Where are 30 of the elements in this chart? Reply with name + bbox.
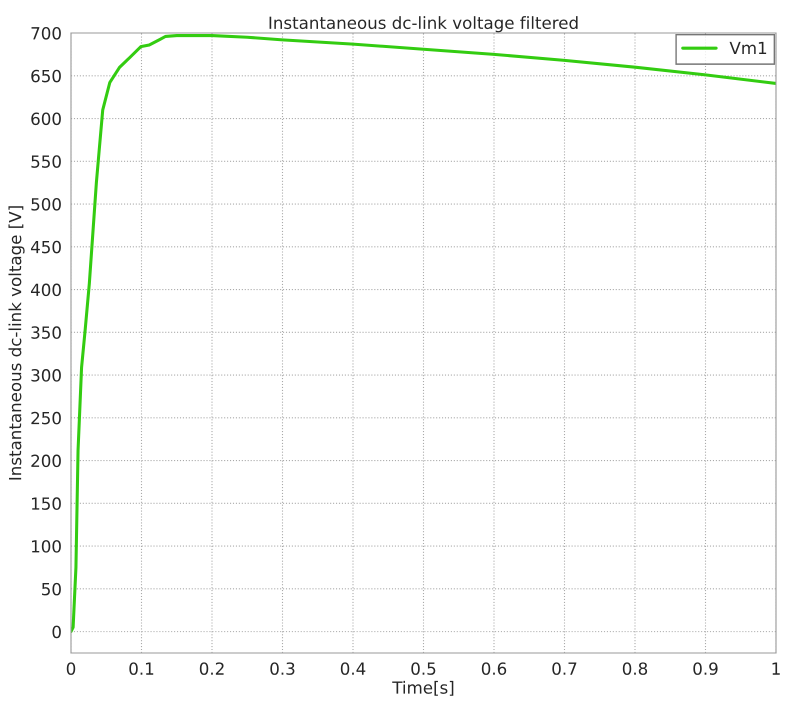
x-tick-label: 0.7	[552, 662, 576, 675]
y-tick-label: 450	[30, 240, 61, 254]
x-tick-label: 0.9	[693, 662, 718, 675]
x-tick-label: 0.8	[622, 662, 648, 675]
x-tick-label: 0.5	[411, 662, 436, 675]
x-tick-label: 0.3	[270, 662, 294, 675]
x-tick-label: 0.6	[482, 662, 506, 675]
y-tick-label: 600	[31, 112, 61, 126]
x-axis-title: Time[s]	[392, 680, 454, 696]
y-tick-label: 650	[31, 70, 61, 82]
y-tick-label: 250	[31, 412, 61, 424]
legend-label: Vm1	[730, 42, 766, 54]
x-tick-label: 0	[66, 662, 76, 675]
x-tick-label: 0.1	[129, 662, 154, 675]
y-tick-label: 700	[32, 26, 61, 40]
y-tick-label: 50	[42, 582, 61, 596]
y-axis-title: Instantaneous dc-link voltage [V]	[8, 206, 25, 480]
y-tick-label: 300	[31, 369, 61, 382]
y-tick-label: 500	[31, 198, 61, 211]
y-tick-label: 400	[30, 284, 61, 296]
x-tick-label: 0.2	[200, 662, 224, 675]
chart-title: Instantaneous dc-link voltage filtered	[270, 16, 578, 32]
x-tick-label: 0.4	[340, 662, 366, 675]
y-tick-label: 200	[31, 454, 61, 468]
y-tick-label: 150	[32, 497, 61, 510]
y-tick-label: 550	[31, 155, 61, 168]
y-tick-label: 100	[32, 540, 61, 553]
y-tick-label: 0	[52, 626, 61, 638]
y-tick-label: 350	[31, 326, 61, 339]
x-tick-label: 1	[772, 662, 780, 675]
